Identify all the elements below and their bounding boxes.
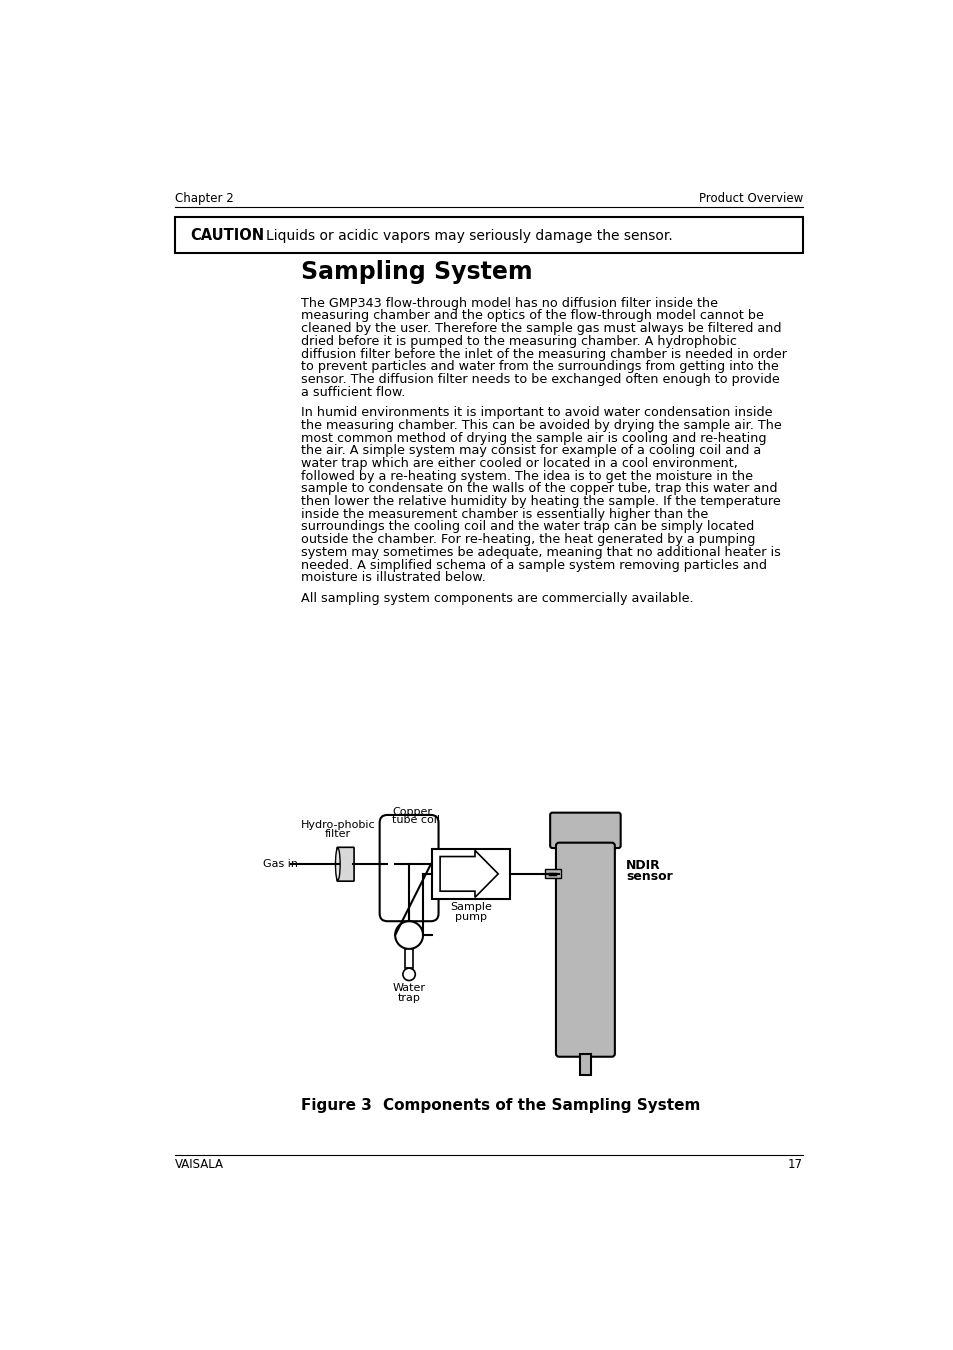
Bar [544,869,560,879]
Text: outside the chamber. For re-heating, the heat generated by a pumping: outside the chamber. For re-heating, the… [300,533,754,547]
Bar [432,849,509,899]
Text: sample to condensate on the walls of the copper tube, trap this water and: sample to condensate on the walls of the… [300,482,777,495]
FancyBboxPatch shape [556,842,615,1057]
Text: cleaned by the user. Therefore the sample gas must always be filtered and: cleaned by the user. Therefore the sampl… [300,323,781,335]
Text: NDIR: NDIR [625,859,660,872]
Bar [405,949,413,968]
Text: dried before it is pumped to the measuring chamber. A hydrophobic: dried before it is pumped to the measuri… [300,335,736,348]
Text: most common method of drying the sample air is cooling and re-heating: most common method of drying the sample … [300,432,765,444]
Text: Hydro-phobic: Hydro-phobic [300,819,375,830]
Text: Product Overview: Product Overview [698,192,802,205]
Bar [174,217,802,252]
Text: sensor: sensor [625,869,672,883]
Text: followed by a re-heating system. The idea is to get the moisture in the: followed by a re-heating system. The ide… [300,470,752,483]
Text: Sample: Sample [450,902,492,913]
Text: trap: trap [397,992,420,1003]
Text: measuring chamber and the optics of the flow-through model cannot be: measuring chamber and the optics of the … [300,309,762,323]
Polygon shape [439,850,497,898]
Text: pump: pump [455,911,487,922]
Text: Components of the Sampling System: Components of the Sampling System [382,1098,700,1112]
Circle shape [395,921,422,949]
Text: The GMP343 flow-through model has no diffusion filter inside the: The GMP343 flow-through model has no dif… [300,297,717,309]
Text: diffusion filter before the inlet of the measuring chamber is needed in order: diffusion filter before the inlet of the… [300,347,786,360]
Text: system may sometimes be adequate, meaning that no additional heater is: system may sometimes be adequate, meanin… [300,545,780,559]
Text: Water: Water [393,983,425,994]
FancyBboxPatch shape [336,848,354,882]
Text: Copper: Copper [392,807,432,817]
Text: filter: filter [324,829,351,840]
Text: Sampling System: Sampling System [300,261,532,284]
Text: Liquids or acidic vapors may seriously damage the sensor.: Liquids or acidic vapors may seriously d… [266,228,673,243]
Text: the air. A simple system may consist for example of a cooling coil and a: the air. A simple system may consist for… [300,444,760,458]
Text: sensor. The diffusion filter needs to be exchanged often enough to provide: sensor. The diffusion filter needs to be… [300,373,779,386]
Text: In humid environments it is important to avoid water condensation inside: In humid environments it is important to… [300,406,771,418]
Text: CAUTION: CAUTION [191,228,264,243]
Text: needed. A simplified schema of a sample system removing particles and: needed. A simplified schema of a sample … [300,559,766,571]
Text: the measuring chamber. This can be avoided by drying the sample air. The: the measuring chamber. This can be avoid… [300,418,781,432]
FancyBboxPatch shape [550,813,620,848]
Text: All sampling system components are commercially available.: All sampling system components are comme… [300,591,693,605]
Text: VAISALA: VAISALA [174,1157,224,1170]
Bar [579,1053,590,1075]
Text: a sufficient flow.: a sufficient flow. [300,386,405,398]
Text: tube coil: tube coil [392,815,439,825]
Text: Gas in: Gas in [262,859,297,869]
Text: Figure 3: Figure 3 [300,1098,371,1112]
Text: then lower the relative humidity by heating the sample. If the temperature: then lower the relative humidity by heat… [300,495,780,508]
Text: Chapter 2: Chapter 2 [174,192,233,205]
Text: 17: 17 [787,1157,802,1170]
Text: surroundings the cooling coil and the water trap can be simply located: surroundings the cooling coil and the wa… [300,521,753,533]
Text: water trap which are either cooled or located in a cool environment,: water trap which are either cooled or lo… [300,456,737,470]
Text: moisture is illustrated below.: moisture is illustrated below. [300,571,485,585]
FancyBboxPatch shape [379,815,438,921]
Text: inside the measurement chamber is essentially higher than the: inside the measurement chamber is essent… [300,508,707,521]
Circle shape [402,968,415,980]
Ellipse shape [335,848,340,880]
Text: to prevent particles and water from the surroundings from getting into the: to prevent particles and water from the … [300,360,778,374]
